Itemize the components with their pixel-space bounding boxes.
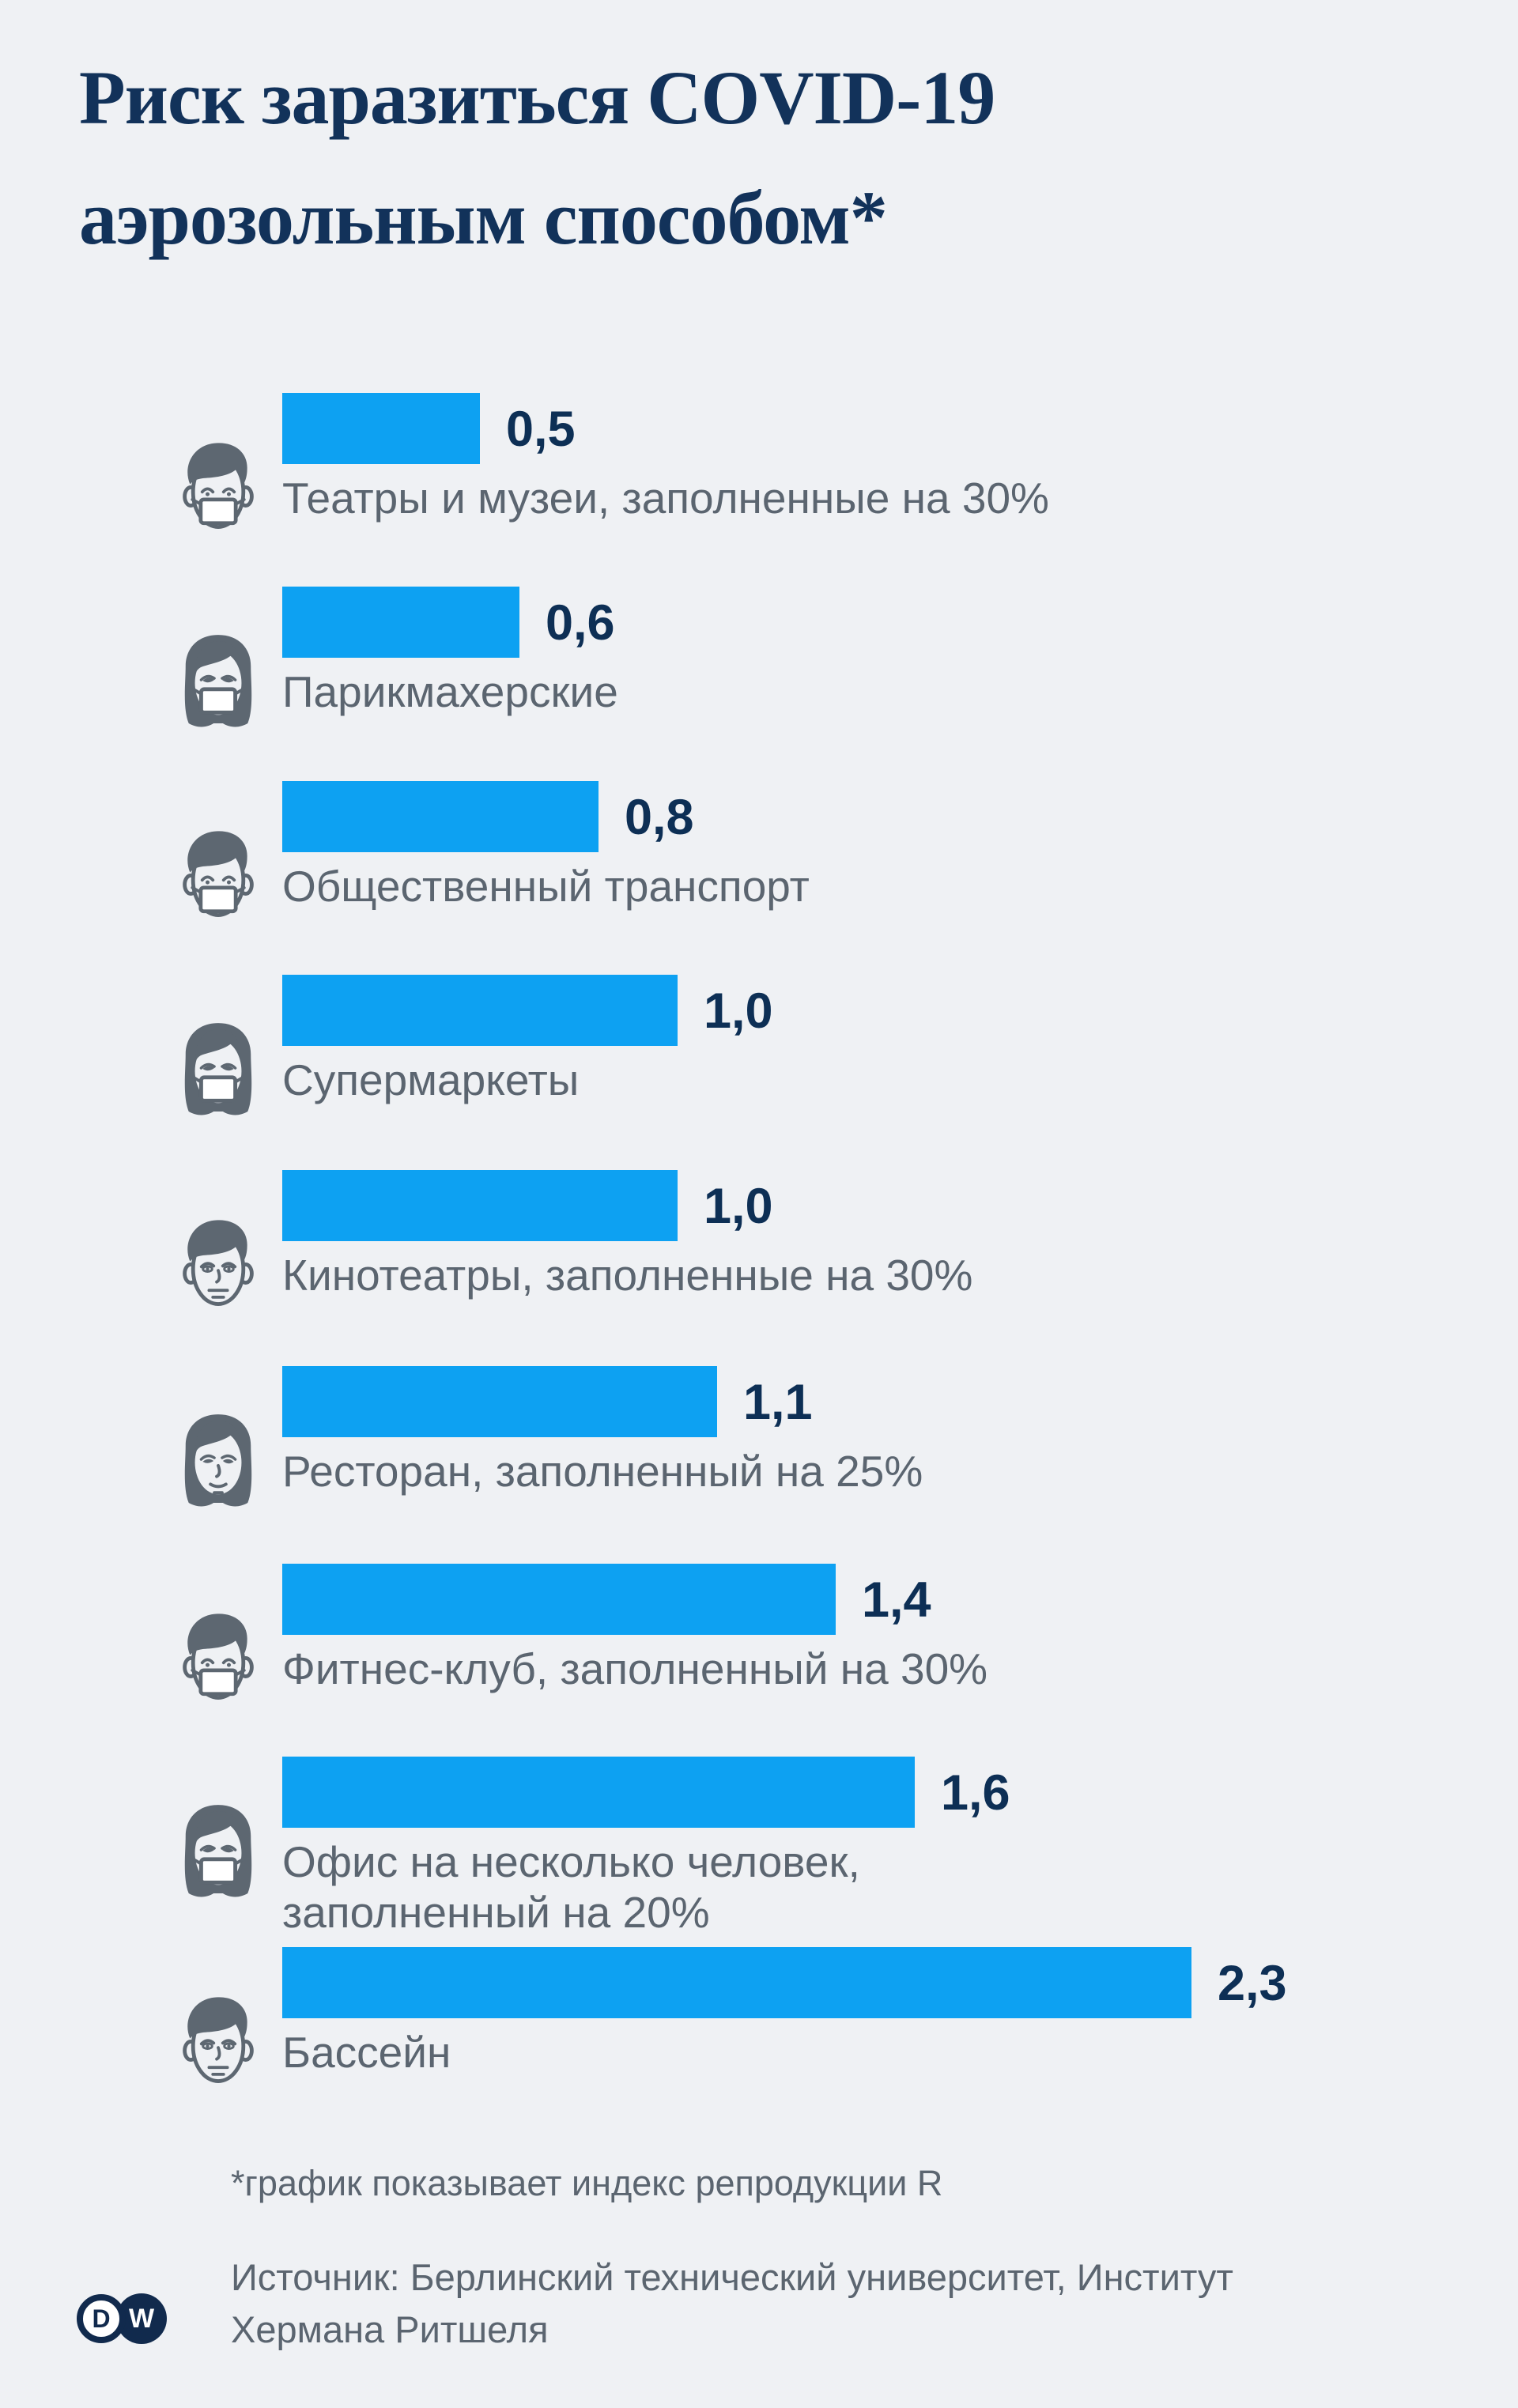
bar [282, 1947, 1191, 2018]
bar-label: Парикмахерские [282, 666, 618, 717]
bar-value: 0,6 [546, 595, 615, 651]
chart-title-line2: аэрозольным способом* [79, 176, 888, 260]
bar-label: Бассейн [282, 2027, 451, 2078]
man-unmasked-icon [183, 1220, 254, 1306]
bar [282, 975, 678, 1046]
dw-logo: W D [77, 2293, 168, 2344]
bar [282, 587, 519, 658]
chart-row: 1,4 Фитнес-клуб, заполненный на 30% [0, 1564, 1518, 1758]
chart-title: Риск заразиться COVID-19 аэрозольным спо… [79, 38, 1455, 278]
bar-label: Кинотеатры, заполненные на 30% [282, 1250, 972, 1300]
bar [282, 1366, 717, 1437]
chart-row: 1,6 Офис на несколько человек, заполненны… [0, 1757, 1518, 1951]
bar [282, 1564, 836, 1635]
man-unmasked-icon [183, 1997, 254, 2083]
woman-masked-icon [174, 629, 262, 737]
woman-masked-icon [184, 635, 252, 727]
bar-label-line: Кинотеатры, заполненные на 30% [282, 1251, 973, 1300]
bar-label-line: Театры и музеи, заполненные на 30% [282, 474, 1049, 523]
bar-value: 0,8 [625, 790, 694, 845]
bar-label-line: Офис на несколько человек, [282, 1837, 860, 1886]
bar-value: 1,4 [862, 1572, 931, 1628]
bar-label: Офис на несколько человек, заполненный на… [282, 1836, 860, 1938]
man-masked-icon [183, 443, 254, 529]
bar-label: Общественный транспорт [282, 861, 810, 911]
chart-row: 1,0 Супермаркеты [0, 975, 1518, 1169]
bar-label-line: Ресторан, заполненный на 25% [282, 1447, 923, 1496]
source-line1: Источник: Берлинский технический универс… [231, 2256, 1233, 2298]
bar-label-line: Общественный транспорт [282, 862, 810, 911]
man-masked-icon [174, 436, 262, 543]
bar-label: Фитнес-клуб, заполненный на 30% [282, 1644, 987, 1694]
man-masked-icon [174, 824, 262, 931]
chart-title-line1: Риск заразиться COVID-19 [79, 55, 995, 140]
dw-logo-d-circle: D [77, 2294, 126, 2343]
bar-value: 1,1 [743, 1375, 813, 1430]
bar-value: 1,0 [704, 983, 773, 1039]
bar-label-line: Фитнес-клуб, заполненный на 30% [282, 1644, 988, 1693]
bar-label-line: Парикмахерские [282, 667, 618, 716]
bar-label-line: Супермаркеты [282, 1055, 580, 1104]
chart-row: 0,5 Театры и музеи, заполненные на 30% [0, 393, 1518, 587]
bar-value: 1,6 [941, 1765, 1010, 1821]
bar [282, 781, 599, 852]
man-unmasked-icon [174, 1990, 262, 2097]
bar-label-line: заполненный на 20% [282, 1888, 710, 1937]
woman-masked-icon [184, 1023, 252, 1115]
woman-masked-icon [174, 1799, 262, 1907]
bar [282, 1757, 915, 1828]
chart-row: 1,1 Ресторан, заполненный на 25% [0, 1366, 1518, 1561]
man-unmasked-icon [174, 1213, 262, 1320]
man-masked-icon [174, 1606, 262, 1714]
man-masked-icon [183, 1614, 254, 1700]
woman-unmasked-icon [174, 1409, 262, 1516]
bar [282, 1170, 678, 1241]
bar-value: 0,5 [506, 402, 576, 457]
woman-masked-icon [184, 1805, 252, 1897]
chart-row: 1,0 Кинотеатры, заполненные на 30% [0, 1170, 1518, 1364]
man-masked-icon [183, 831, 254, 917]
source-credit: Источник: Берлинский технический универс… [231, 2251, 1385, 2356]
bar-value: 2,3 [1218, 1956, 1287, 2011]
woman-masked-icon [174, 1017, 262, 1125]
chart-row: 2,3 Бассейн [0, 1947, 1518, 2142]
source-line2: Хермана Ритшеля [231, 2308, 549, 2350]
bar-label-line: Бассейн [282, 2028, 451, 2077]
woman-unmasked-icon [184, 1414, 252, 1507]
chart-row: 0,8 Общественный транспорт [0, 781, 1518, 976]
bar-label: Театры и музеи, заполненные на 30% [282, 473, 1049, 523]
footnote: *график показывает индекс репродукции R [231, 2163, 943, 2203]
chart-row: 0,6 Парикмахерские [0, 587, 1518, 781]
bar-label: Ресторан, заполненный на 25% [282, 1446, 923, 1497]
bar-value: 1,0 [704, 1179, 773, 1234]
bar-label: Супермаркеты [282, 1055, 579, 1105]
bar [282, 393, 480, 464]
